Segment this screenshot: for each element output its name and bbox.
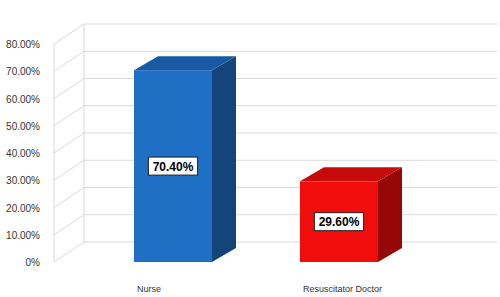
grid-line	[54, 242, 497, 262]
y-tick-label: 60.00%	[6, 94, 40, 105]
axis-line	[54, 44, 55, 262]
y-tick-label: 0%	[26, 257, 41, 268]
data-label: 70.40%	[153, 160, 194, 174]
y-tick-label: 80.00%	[6, 39, 40, 50]
y-tick-label: 20.00%	[6, 203, 40, 214]
data-label-box	[314, 213, 363, 231]
grid-line	[54, 106, 497, 126]
bar-side	[378, 167, 402, 262]
grid-line	[54, 188, 497, 208]
bar-side	[212, 56, 236, 262]
y-tick-label: 50.00%	[6, 121, 40, 132]
y-tick-label: 70.00%	[6, 66, 40, 77]
grid-line	[54, 133, 497, 153]
y-tick-label: 10.00%	[6, 230, 40, 241]
grid-line	[54, 51, 497, 71]
bar-top	[300, 167, 402, 181]
chart-container: 0% 10.00% 20.00% 30.00% 40.00% 50.00% 60.00% 70…	[0, 0, 500, 297]
chart: 0% 10.00% 20.00% 30.00% 40.00% 50.00% 60.00% 70…	[0, 0, 500, 297]
y-tick-label: 30.00%	[6, 175, 40, 186]
grid	[54, 24, 497, 262]
grid-line	[54, 215, 497, 235]
grid-line	[54, 24, 497, 44]
bar-top	[134, 56, 236, 70]
grid-line	[54, 160, 497, 180]
labels: Nurse 70.40% Resuscitator Doctor 29.60%	[137, 157, 382, 294]
data-label-box	[148, 157, 197, 175]
y-tick-labels: 0% 10.00% 20.00% 30.00% 40.00% 50.00% 60.00% 70…	[6, 39, 40, 268]
x-tick-label: Resuscitator Doctor	[303, 284, 382, 294]
x-tick-label: Nurse	[137, 284, 161, 294]
bar	[300, 181, 378, 262]
y-tick-label: 40.00%	[6, 148, 40, 159]
bars	[134, 56, 402, 262]
grid-line	[54, 79, 497, 99]
bar	[134, 70, 212, 262]
wall-edge	[84, 24, 85, 242]
data-label: 29.60%	[319, 215, 360, 229]
